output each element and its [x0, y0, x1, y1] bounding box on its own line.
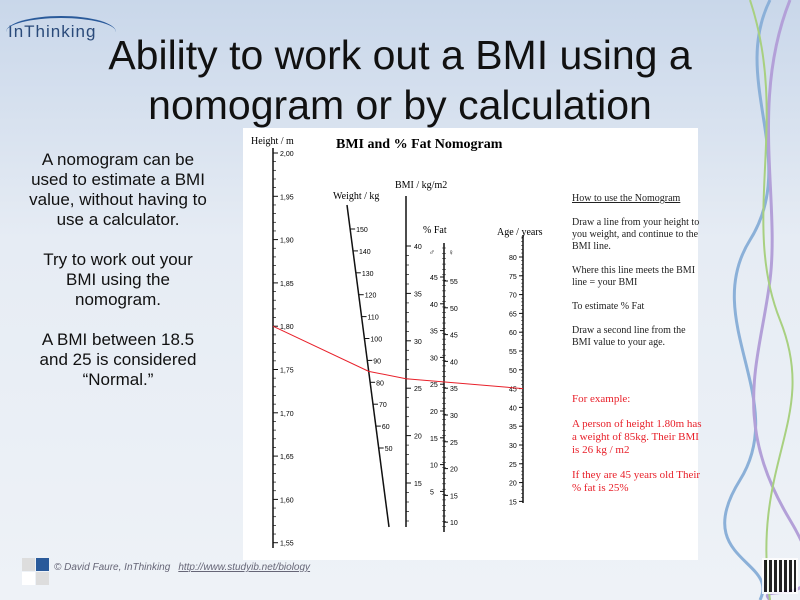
- fat-female-tick-label: 25: [450, 440, 458, 447]
- weight-tick-label: 110: [368, 315, 379, 322]
- fat-male-tick-label: 35: [430, 329, 438, 336]
- footer-logo-square: [22, 558, 35, 571]
- fat-male-tick-label: 15: [430, 436, 438, 443]
- age-tick-label: 65: [509, 311, 517, 318]
- fat-female-tick-label: 20: [450, 467, 458, 474]
- weight-axis: [346, 204, 390, 528]
- step: Draw a second line from the BMI value to…: [572, 325, 686, 348]
- age-tick-label: 20: [509, 481, 517, 488]
- age-tick-label: 55: [509, 349, 517, 356]
- age-tick-label: 45: [509, 387, 517, 394]
- age-tick-label: 60: [509, 330, 517, 337]
- male-symbol: ♂: [429, 248, 435, 257]
- intro-text: A nomogram can be used to estimate a BMI…: [28, 150, 208, 410]
- intro-paragraph: A nomogram can be used to estimate a BMI…: [29, 150, 207, 229]
- female-symbol: ♀: [448, 248, 454, 257]
- fat-male-tick-label: 5: [430, 489, 434, 496]
- weight-tick-label: 130: [362, 271, 374, 278]
- intro-paragraph: A BMI between 18.5 and 25 is considered …: [39, 330, 197, 389]
- age-tick-label: 75: [509, 274, 517, 281]
- weight-tick-label: 70: [379, 402, 387, 409]
- fat-female-tick-label: 50: [450, 306, 458, 313]
- height-tick-label: 1,65: [280, 454, 294, 461]
- fat-male-tick-label: 10: [430, 463, 438, 470]
- weight-tick-label: 120: [365, 293, 377, 300]
- age-tick-label: 70: [509, 293, 517, 300]
- step: To estimate % Fat: [572, 301, 645, 312]
- nomogram-diagram: BMI and % Fat Nomogram Height / m 2,00 1,95…: [251, 136, 543, 548]
- nomogram-title: BMI and % Fat Nomogram: [336, 137, 503, 152]
- fat-male-tick-label: 25: [430, 382, 438, 389]
- how-title: How to use the Nomogram: [572, 193, 681, 204]
- fat-male-tick-label: 45: [430, 275, 438, 282]
- height-tick-label: 1,75: [280, 368, 294, 375]
- weight-tick-label: 90: [373, 358, 381, 365]
- age-tick-label: 50: [509, 368, 517, 375]
- fat-female-tick-label: 40: [450, 359, 458, 366]
- step: Draw a line from your height to you weig…: [572, 217, 700, 252]
- step: Where this line meets the BMI line = you…: [572, 265, 696, 288]
- instructions: How to use the Nomogram Draw a line from…: [572, 193, 702, 507]
- bmi-tick-label: 40: [414, 244, 422, 251]
- age-label: Age / years: [497, 227, 543, 238]
- height-label: Height / m: [251, 136, 294, 147]
- fat-female-tick-label: 10: [450, 520, 458, 527]
- height-tick-label: 1,95: [280, 194, 294, 201]
- footer-logo-square: [22, 572, 35, 585]
- age-tick-label: 30: [509, 443, 517, 450]
- fat-male-tick-label: 40: [430, 302, 438, 309]
- fat-female-tick-label: 30: [450, 413, 458, 420]
- example-title: For example:: [572, 393, 631, 405]
- inthinking-logo: InThinking: [6, 16, 116, 42]
- height-tick-label: 1,80: [280, 324, 294, 331]
- fat-female-tick-label: 45: [450, 333, 458, 340]
- height-tick-label: 1,85: [280, 281, 294, 288]
- fat-label: % Fat: [423, 225, 447, 236]
- weight-tick-label: 80: [376, 380, 384, 387]
- bmi-label: BMI / kg/m2: [395, 180, 447, 191]
- height-tick-label: 1,60: [280, 497, 294, 504]
- bmi-tick-label: 20: [414, 434, 422, 441]
- footer-logo-square: [36, 572, 49, 585]
- fat-female-tick-label: 15: [450, 493, 458, 500]
- weight-tick-label: 140: [359, 249, 371, 256]
- intro-paragraph: Try to work out your BMI using the nomog…: [43, 250, 193, 309]
- weight-label: Weight / kg: [333, 191, 379, 202]
- weight-tick-label: 150: [356, 227, 368, 234]
- age-tick-label: 80: [509, 255, 517, 262]
- age-tick-label: 40: [509, 405, 517, 412]
- bmi-tick-label: 30: [414, 339, 422, 346]
- bmi-tick-label: 35: [414, 291, 422, 298]
- height-tick-label: 2,00: [280, 151, 294, 158]
- fat-female-tick-label: 55: [450, 279, 458, 286]
- age-tick-label: 35: [509, 424, 517, 431]
- fat-male-tick-label: 20: [430, 409, 438, 416]
- age-tick-label: 25: [509, 462, 517, 469]
- slide-title: Ability to work out a BMI using a nomogr…: [108, 32, 692, 128]
- qr-code[interactable]: [762, 558, 798, 594]
- footer-link[interactable]: http://www.studyib.net/biology: [178, 562, 311, 573]
- age-tick-label: 15: [509, 499, 517, 506]
- example-text: A person of height 1.80m has a weight of…: [572, 418, 702, 456]
- footer-logo-square: [36, 558, 49, 571]
- height-tick-label: 1,70: [280, 411, 294, 418]
- copyright: © David Faure, InThinking: [54, 562, 171, 573]
- fat-male-tick-label: 30: [430, 355, 438, 362]
- footer: © David Faure, InThinking http://www.stud…: [22, 558, 382, 585]
- fat-female-tick-label: 35: [450, 386, 458, 393]
- weight-tick-label: 50: [385, 446, 393, 453]
- weight-tick-label: 60: [382, 424, 390, 431]
- bmi-tick-label: 15: [414, 481, 422, 488]
- example-text: If they are 45 years old Their % fat is …: [572, 469, 701, 494]
- weight-tick-label: 100: [370, 337, 382, 344]
- bmi-tick-label: 25: [414, 386, 422, 393]
- example-line: [272, 325, 524, 390]
- height-tick-label: 1,55: [280, 541, 294, 548]
- nomogram-panel: BMI and % Fat Nomogram Height / m 2,00 1,95…: [243, 128, 702, 560]
- height-tick-label: 1,90: [280, 238, 294, 245]
